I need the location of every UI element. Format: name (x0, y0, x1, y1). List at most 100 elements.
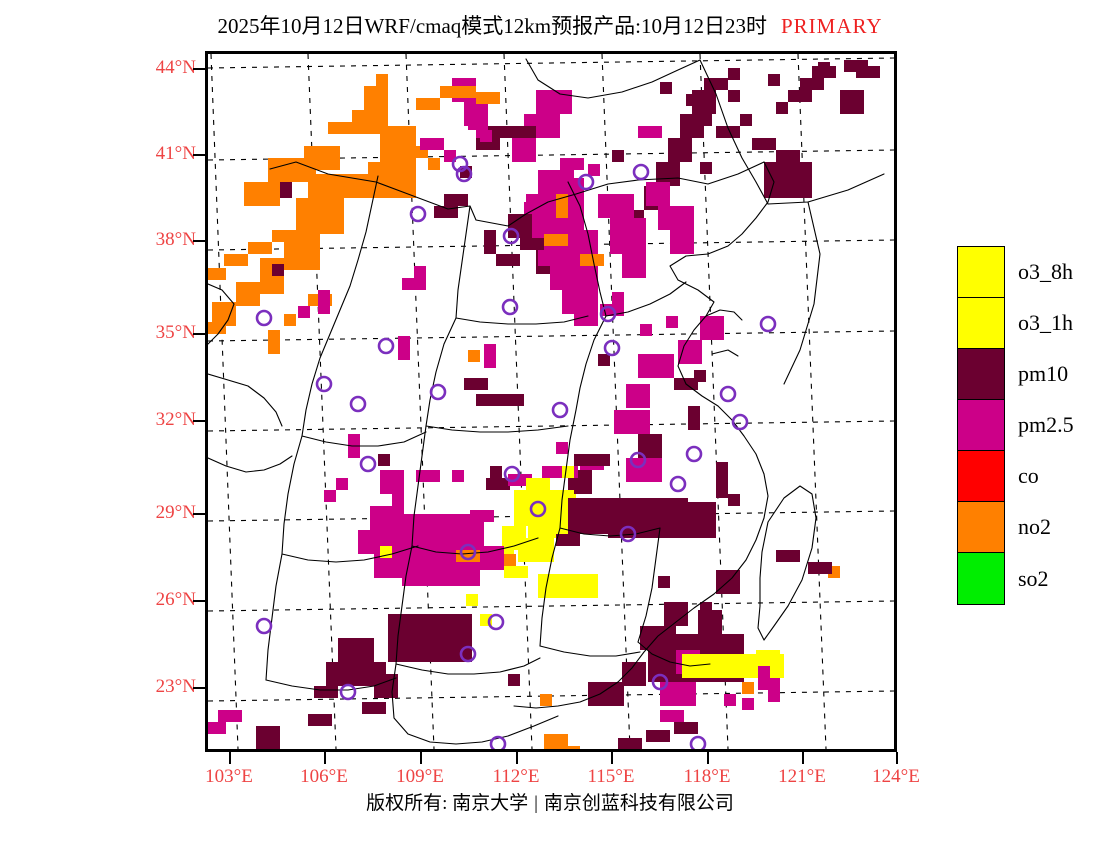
pollutant-cell (752, 138, 776, 150)
pollutant-cell (808, 562, 832, 574)
pollutant-cell (622, 254, 646, 278)
pollutant-cell (440, 86, 476, 98)
pollutant-cell (678, 340, 702, 364)
city-station-marker (315, 375, 333, 393)
y-tickmark (193, 68, 205, 70)
pollutant-cell (638, 354, 674, 378)
pollutant-cell (764, 162, 812, 198)
pollutant-cell (556, 534, 580, 546)
pollutant-cell (742, 682, 754, 694)
pollutant-cell (612, 150, 624, 162)
x-tickmark (516, 752, 518, 764)
pollutant-cell (536, 90, 572, 114)
pollutant-cell (208, 268, 226, 280)
pollutant-cell (614, 410, 650, 434)
legend-swatch-no2: no2 (958, 502, 1051, 553)
pollutant-cell (444, 150, 456, 162)
city-station-marker (629, 451, 647, 469)
pollutant-cell (574, 314, 598, 326)
city-station-marker (503, 465, 521, 483)
city-station-marker (651, 673, 669, 691)
legend-label-o3-8h: o3_8h (1018, 259, 1073, 284)
pollutant-cell (574, 454, 610, 466)
pollutant-cell (314, 686, 338, 698)
pollutant-cell (612, 292, 624, 304)
city-station-marker (502, 227, 520, 245)
pollutant-cell (640, 324, 652, 336)
pollutant-cell (284, 314, 296, 326)
pollutant-cell (768, 74, 780, 86)
pollutant-cell (504, 554, 516, 566)
pollutant-cell (268, 158, 316, 182)
pollutant-cell (490, 466, 502, 478)
city-station-marker (719, 385, 737, 403)
pollutant-cell (646, 730, 670, 742)
pollutant-cell (336, 478, 348, 490)
city-station-marker (599, 305, 617, 323)
pollutant-cell (272, 264, 284, 276)
legend-swatch-so2: so2 (958, 553, 1049, 604)
pollutant-cell (580, 254, 604, 266)
pollutant-cell (508, 674, 520, 686)
legend-swatch-o3-1h: o3_1h (958, 298, 1073, 349)
pollutant-cell (728, 90, 740, 102)
pollutant-cell (480, 130, 492, 142)
y-tick-41-N: 41°N (155, 143, 196, 164)
legend-label-pm2-5: pm2.5 (1018, 412, 1074, 437)
x-tickmark (420, 752, 422, 764)
map-canvas (208, 54, 894, 749)
y-tick-32-N: 32°N (155, 409, 196, 430)
y-tickmark (193, 333, 205, 335)
x-tick-115-E: 115°E (587, 766, 635, 787)
pollutant-cell (638, 126, 662, 138)
pollutant-cell (840, 90, 864, 114)
city-station-marker (689, 735, 707, 749)
y-tick-38-N: 38°N (155, 229, 196, 250)
title-main-text: 2025年10月12日WRF/cmaq模式12km预报产品:10月12日23时 (217, 14, 767, 38)
footer-separator: | (534, 793, 538, 814)
city-station-marker (255, 617, 273, 635)
city-station-marker (551, 401, 569, 419)
pollutant-cell (398, 336, 410, 360)
pollutant-cell (444, 194, 468, 206)
footer-right-text: 南京创蓝科技有限公司 (543, 793, 734, 814)
city-station-marker (603, 339, 621, 357)
legend-panel: o3_8h o3_1h pm10 pm2.5 co no2 so2 (957, 246, 1074, 605)
pollutant-cell (308, 174, 380, 198)
pollutant-cell (362, 702, 386, 714)
x-tickmark (611, 752, 613, 764)
y-tickmark (193, 420, 205, 422)
pollutant-cell (388, 630, 400, 642)
pollutant-cell (694, 370, 706, 382)
copyright-footer: 版权所有: 南京大学 | 南京创蓝科技有限公司 (0, 788, 1100, 815)
pollutant-cell (352, 110, 388, 134)
pollutant-cell (598, 354, 610, 366)
y-tick-35-N: 35°N (155, 322, 196, 343)
footer-left-text: 版权所有: 南京大学 (366, 793, 529, 814)
city-station-marker (455, 165, 473, 183)
pollutant-grid-cells (208, 60, 880, 749)
pollutant-cell (388, 614, 472, 662)
legend-swatch-co: co (958, 451, 1039, 502)
pollutant-cell (742, 698, 754, 710)
city-station-marker (349, 395, 367, 413)
pollutant-cell (328, 122, 352, 134)
pollutant-cell (244, 182, 280, 206)
pollutant-cell (520, 238, 544, 250)
city-station-marker (451, 155, 469, 173)
pollutant-cell (758, 666, 770, 690)
y-tickmark (193, 240, 205, 242)
map-plot-area[interactable] (205, 51, 897, 752)
pollutant-cell (776, 150, 800, 162)
y-tickmark (193, 513, 205, 515)
pollutant-cell (402, 278, 426, 290)
pollutant-cell (338, 638, 374, 662)
x-tickmark (324, 752, 326, 764)
x-tickmark (229, 752, 231, 764)
legend-label-co: co (1018, 463, 1039, 488)
pollutant-cell (376, 74, 388, 86)
pollutant-cell (476, 394, 524, 406)
pollutant-cell (568, 498, 688, 534)
pollutant-cell (476, 92, 500, 104)
pollutant-cell (496, 254, 520, 266)
